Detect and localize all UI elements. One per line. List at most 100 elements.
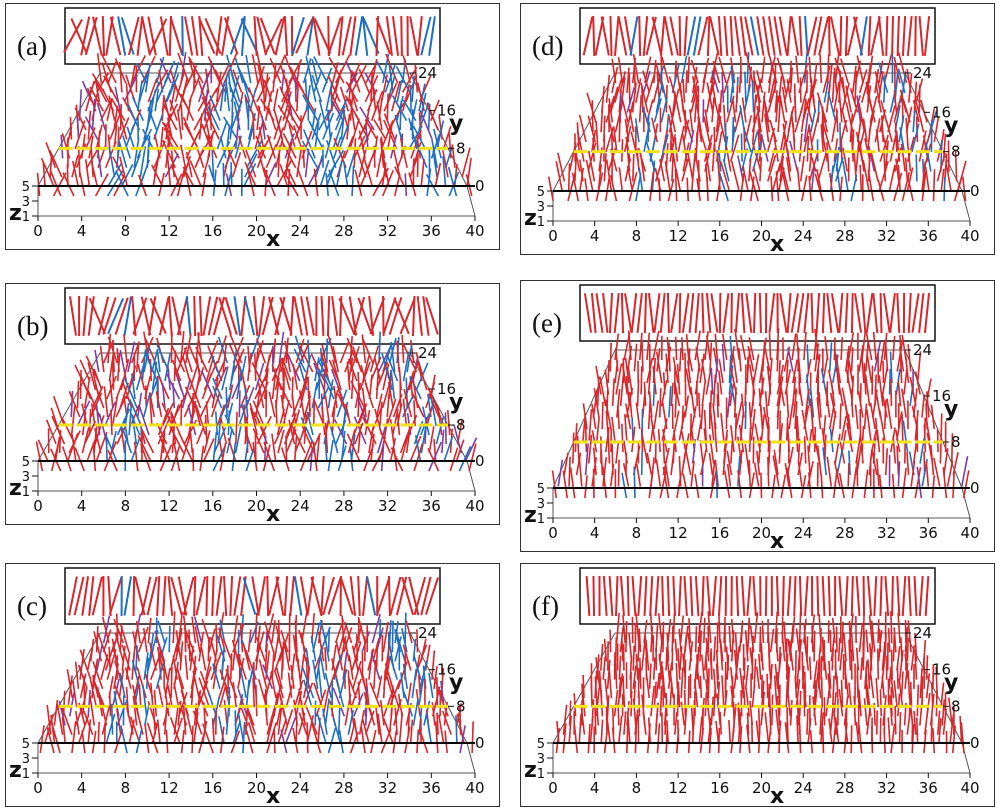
vector-arrow: [380, 402, 382, 426]
vector-arrow: [347, 361, 349, 390]
vector-arrow: [772, 475, 775, 498]
vector-arrow: [609, 667, 611, 698]
vector-arrow: [717, 394, 718, 417]
inset-arrow: [766, 576, 767, 616]
vector-arrow: [771, 629, 774, 652]
vector-arrow: [759, 726, 760, 753]
vector-arrow: [893, 436, 895, 464]
inset-arrow: [754, 293, 755, 333]
vector-arrow: [917, 718, 918, 744]
inset-arrow: [680, 16, 681, 56]
vector-arrow: [902, 414, 903, 441]
vector-arrow: [805, 436, 806, 463]
vector-arrow: [158, 720, 160, 744]
y-tick-label: 24: [418, 344, 437, 362]
vector-arrow: [860, 165, 861, 191]
vector-arrow: [729, 626, 731, 652]
vector-arrow: [606, 179, 609, 201]
inset-arrow: [593, 576, 594, 616]
y-tick-label: 8: [456, 416, 466, 434]
z-axis-label: z: [524, 206, 537, 231]
vector-arrow: [193, 671, 199, 698]
vector-arrow: [86, 128, 95, 149]
x-tick-label: 28: [334, 497, 353, 515]
vector-arrow: [72, 721, 76, 753]
inset-arrow: [383, 296, 384, 336]
vector-arrow: [104, 725, 105, 753]
vector-arrow: [186, 708, 192, 735]
vector-arrow: [736, 85, 738, 112]
vector-arrow: [641, 366, 642, 394]
x-tick-label: 0: [33, 497, 43, 515]
vector-arrow: [897, 446, 898, 475]
vector-arrow: [731, 726, 734, 753]
inset-arrow: [134, 576, 135, 616]
vector-arrow: [256, 685, 257, 717]
vector-arrow: [377, 643, 378, 671]
x-tick-label: 40: [465, 497, 484, 515]
panel: (e)0481216202428323640081624135xyz: [521, 281, 995, 555]
panel: (c)0481216202428323640081624135xyz: [6, 564, 500, 809]
vector-arrow: [891, 724, 895, 753]
vector-arrow: [802, 475, 806, 498]
vector-arrow: [171, 165, 180, 187]
vector-arrow: [243, 722, 245, 753]
vector-arrow: [948, 140, 949, 171]
vector-arrow: [400, 712, 403, 743]
vector-arrow: [823, 637, 824, 661]
vector-arrow: [685, 445, 691, 475]
vector-arrow: [714, 375, 716, 406]
vector-arrow: [893, 474, 895, 498]
vector-arrow: [856, 140, 859, 171]
inset-arrow: [182, 16, 183, 56]
vector-arrow: [749, 460, 750, 486]
front-face: [38, 743, 475, 773]
vector-arrow: [649, 472, 653, 498]
x-tick-label: 16: [203, 779, 222, 797]
vector-arrow: [840, 403, 841, 429]
x-tick-label: 16: [203, 222, 222, 240]
vector-arrow: [770, 358, 772, 383]
inset-arrow: [194, 296, 195, 336]
x-tick-label: 4: [590, 779, 600, 797]
x-tick-label: 4: [590, 524, 600, 542]
vector-arrow: [876, 678, 878, 707]
vector-arrow: [585, 178, 588, 201]
vector-arrow: [405, 613, 406, 643]
vector-arrow: [826, 685, 830, 716]
front-face: [553, 743, 970, 773]
x-tick-label: 8: [632, 524, 642, 542]
vector-arrow: [654, 401, 658, 429]
vector-arrow: [387, 94, 388, 121]
z-axis-label: z: [9, 201, 22, 226]
inset-arrow: [639, 16, 640, 56]
vector-arrow: [301, 654, 304, 680]
vector-arrow: [722, 675, 724, 707]
vector-arrow: [757, 667, 760, 689]
vector-arrow: [818, 151, 827, 181]
vector-arrow: [807, 344, 808, 371]
x-tick-label: 40: [465, 222, 484, 240]
vector-arrow: [848, 463, 849, 486]
vector-arrow: [687, 178, 688, 201]
vector-arrow: [412, 76, 414, 102]
vector-arrow: [574, 724, 577, 753]
z-tick-label: 1: [537, 215, 545, 230]
vector-arrow: [573, 433, 574, 464]
vector-arrow: [689, 731, 690, 753]
vector-arrow: [714, 636, 715, 661]
vector-arrow: [879, 375, 883, 406]
vector-arrow: [926, 461, 928, 486]
vector-arrow: [750, 427, 751, 452]
vector-arrow: [143, 685, 147, 716]
vector-arrow: [411, 720, 413, 744]
vector-arrow: [661, 686, 662, 716]
vector-arrow: [660, 159, 664, 181]
z-tick-label: 5: [22, 455, 30, 470]
vector-arrow: [601, 685, 603, 716]
vector-arrow: [889, 628, 890, 652]
vector-arrow: [922, 394, 924, 417]
vector-arrow: [913, 110, 915, 132]
vector-arrow: [720, 642, 722, 671]
vector-arrow: [779, 730, 780, 753]
